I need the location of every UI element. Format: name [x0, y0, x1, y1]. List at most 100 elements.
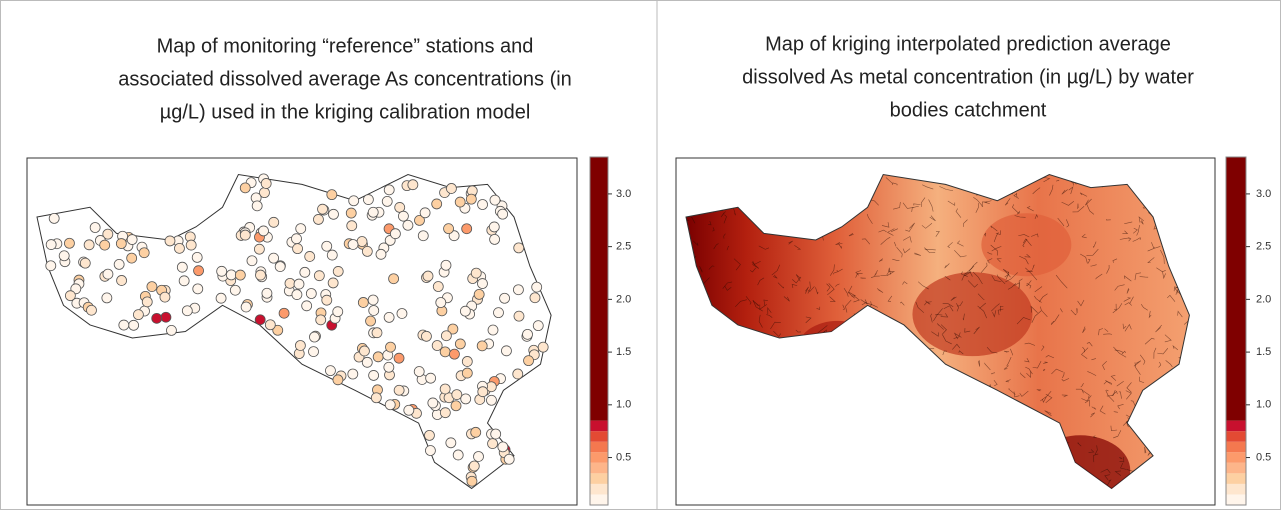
- catchment-edge: [1016, 414, 1022, 425]
- station: [327, 190, 337, 200]
- station: [432, 199, 442, 209]
- colorbar-band: [1226, 452, 1246, 463]
- station: [139, 248, 149, 258]
- catchment-edge: [879, 417, 891, 422]
- catchment-edge: [880, 445, 887, 451]
- catchment-edge: [874, 172, 879, 178]
- catchment-edge: [972, 484, 974, 490]
- catchment-edge: [750, 208, 757, 210]
- catchment-edge: [916, 442, 926, 445]
- catchment-edge: [917, 410, 923, 416]
- catchment-edge: [1189, 332, 1191, 337]
- catchment-edge: [688, 175, 694, 177]
- catchment-edge: [758, 413, 764, 417]
- catchment-edge: [868, 457, 879, 461]
- catchment-edge: [1178, 410, 1183, 416]
- catchment-edge: [997, 445, 1002, 453]
- catchment-edge: [966, 431, 968, 437]
- station: [333, 307, 343, 317]
- catchment-edge: [928, 437, 933, 445]
- catchment-edge: [1146, 411, 1150, 417]
- catchment-edge: [787, 203, 789, 216]
- catchment-edge: [1170, 372, 1173, 375]
- station: [241, 302, 251, 312]
- catchment-edge: [835, 422, 841, 428]
- catchment-edge: [851, 434, 857, 437]
- station: [488, 439, 498, 449]
- catchment-edge: [985, 189, 996, 192]
- catchment-edge: [854, 194, 860, 202]
- station: [486, 395, 496, 405]
- station: [327, 250, 337, 260]
- catchment-edge: [1119, 164, 1125, 170]
- catchment-edge: [976, 427, 980, 434]
- catchment-edge: [1007, 480, 1014, 489]
- catchment-edge: [1118, 162, 1125, 167]
- catchment-edge: [726, 406, 732, 410]
- colorbar-tick-label: 1.0: [1256, 399, 1271, 411]
- catchment-edge: [1140, 496, 1147, 498]
- station: [59, 251, 69, 261]
- catchment-edge: [1157, 444, 1161, 450]
- catchment-edge: [707, 426, 712, 429]
- catchment-edge: [761, 160, 768, 165]
- catchment-edge: [725, 427, 734, 436]
- catchment-edge: [685, 439, 692, 442]
- station: [292, 290, 302, 300]
- catchment-edge: [868, 315, 872, 326]
- catchment-edge: [740, 383, 746, 392]
- catchment-edge: [1192, 414, 1201, 424]
- catchment-edge: [776, 429, 786, 435]
- catchment-edge: [1111, 498, 1117, 508]
- catchment-edge: [711, 496, 715, 501]
- station: [368, 207, 378, 217]
- catchment-edge: [789, 500, 793, 505]
- station: [389, 274, 399, 284]
- catchment-edge: [841, 197, 843, 204]
- catchment-edge: [1123, 483, 1125, 486]
- colorbar-tick-label: 1.0: [616, 399, 631, 411]
- catchment-edge: [1022, 161, 1031, 172]
- station: [390, 229, 400, 239]
- catchment-edge: [1038, 175, 1041, 178]
- catchment-edge: [816, 429, 820, 432]
- catchment-edge: [761, 173, 763, 179]
- catchment-edge: [728, 495, 734, 498]
- catchment-edge: [854, 339, 859, 346]
- catchment-edge: [836, 361, 840, 371]
- catchment-edge: [1042, 422, 1048, 426]
- catchment-edge: [695, 391, 697, 403]
- station: [127, 253, 137, 263]
- catchment-edge: [1167, 174, 1170, 175]
- colorbar-band: [1226, 484, 1246, 495]
- station: [80, 258, 90, 268]
- catchment-edge: [1141, 491, 1148, 494]
- catchment-edge: [845, 348, 851, 357]
- catchment-edge: [813, 345, 823, 353]
- station: [469, 461, 479, 471]
- station: [309, 332, 319, 342]
- catchment-edge: [981, 484, 983, 486]
- catchment-edge: [876, 405, 882, 410]
- catchment-edge: [1162, 378, 1167, 382]
- catchment-edge: [859, 431, 863, 434]
- catchment-edge: [1093, 183, 1101, 187]
- catchment-edge: [1161, 223, 1166, 229]
- station: [501, 346, 511, 356]
- catchment-edge: [808, 381, 814, 388]
- station: [348, 239, 358, 249]
- station: [293, 244, 303, 254]
- catchment-edge: [1005, 411, 1009, 420]
- catchment-edge: [791, 472, 793, 478]
- colorbar-tick-label: 0.5: [616, 451, 631, 463]
- catchment-edge: [830, 187, 841, 190]
- catchment-edge: [696, 371, 699, 375]
- station: [478, 387, 488, 397]
- catchment-edge: [823, 412, 829, 419]
- catchment-edge: [688, 191, 690, 192]
- catchment-edge: [1031, 424, 1043, 431]
- catchment-edge: [1023, 478, 1027, 485]
- catchment-edge: [672, 245, 679, 251]
- colorbar-band: [590, 484, 608, 495]
- catchment-edge: [762, 199, 766, 204]
